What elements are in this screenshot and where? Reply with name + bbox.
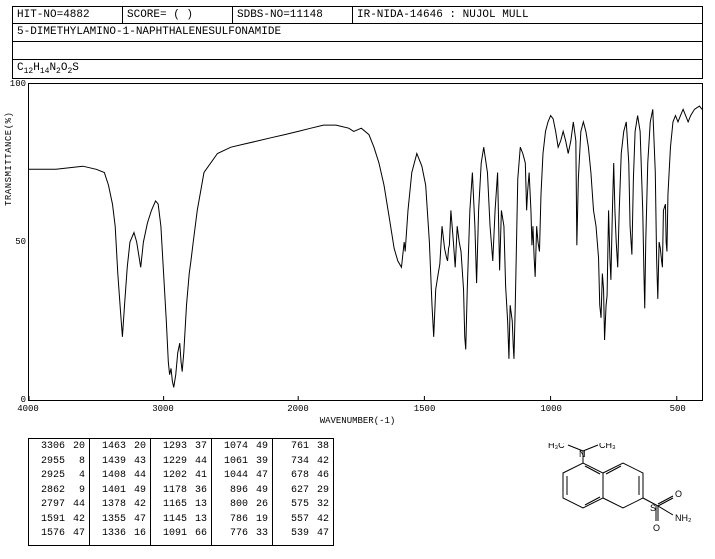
- label-o1: O: [653, 523, 660, 533]
- peak-column: 1293371229441202411178361165131145131091…: [151, 439, 212, 545]
- bottom-panel: 3306202955829254286292797441591421576471…: [28, 438, 703, 546]
- peak-column: 330620295582925428629279744159142157647: [29, 439, 90, 545]
- x-tick: 1000: [540, 404, 562, 414]
- peak-row: 106139: [212, 454, 272, 469]
- molecular-formula: C12H14N2O2S: [12, 60, 703, 79]
- peak-row: 29558: [29, 454, 89, 469]
- peak-table: 3306202955829254286292797441591421576471…: [28, 438, 334, 546]
- peak-row: 114513: [151, 512, 211, 527]
- peak-row: 77633: [212, 526, 272, 541]
- y-axis-ticks: 050100: [10, 84, 28, 402]
- x-tick: 500: [670, 404, 686, 414]
- peak-row: 122944: [151, 454, 211, 469]
- label-n: N: [579, 449, 586, 459]
- x-tick: 3000: [152, 404, 174, 414]
- peak-row: 137842: [90, 497, 150, 512]
- peak-row: 109166: [151, 526, 211, 541]
- label-h3c: H₃C: [548, 443, 565, 450]
- spectrum-line: [29, 84, 702, 400]
- header-block: HIT-NO=4882 SCORE= ( ) SDBS-NO=11148 IR-…: [12, 6, 703, 79]
- peak-row: 107449: [212, 439, 272, 454]
- structure-svg: H₃C CH₃ N S O O NH₂: [493, 443, 693, 543]
- peak-row: 76138: [273, 439, 333, 454]
- peak-row: 53947: [273, 526, 333, 541]
- peak-row: 89649: [212, 483, 272, 498]
- compound-name: 5-DIMETHYLAMINO-1-NAPHTHALENESULFONAMIDE: [12, 24, 703, 42]
- peak-row: 78619: [212, 512, 272, 527]
- peak-row: 28629: [29, 483, 89, 498]
- label-nh2: NH₂: [675, 513, 692, 523]
- x-tick: 4000: [17, 404, 39, 414]
- blank-row: [12, 42, 703, 60]
- peak-row: 133616: [90, 526, 150, 541]
- peak-column: 10744910613910444789649800267861977633: [212, 439, 273, 545]
- label-o2: O: [675, 489, 682, 499]
- molecular-structure: H₃C CH₃ N S O O NH₂: [334, 438, 703, 546]
- label-s: S: [650, 503, 656, 513]
- x-tick: 2000: [287, 404, 309, 414]
- peak-row: 146320: [90, 439, 150, 454]
- peak-row: 135547: [90, 512, 150, 527]
- peak-row: 157647: [29, 526, 89, 541]
- peak-row: 73442: [273, 454, 333, 469]
- peak-row: 330620: [29, 439, 89, 454]
- ir-id: IR-NIDA-14646 : NUJOL MULL: [353, 7, 702, 23]
- spectrum-chart: [28, 83, 703, 401]
- score: SCORE= ( ): [123, 7, 233, 23]
- peak-row: 120241: [151, 468, 211, 483]
- y-tick: 50: [8, 237, 26, 247]
- peak-column: 76138734426784662729575325574253947: [273, 439, 333, 545]
- peak-row: 140844: [90, 468, 150, 483]
- hit-no: HIT-NO=4882: [13, 7, 123, 23]
- x-axis-label: WAVENUMBER(-1): [320, 416, 396, 426]
- x-tick: 1500: [414, 404, 436, 414]
- peak-row: 279744: [29, 497, 89, 512]
- label-ch3: CH₃: [599, 443, 616, 450]
- peak-row: 80026: [212, 497, 272, 512]
- peak-row: 67846: [273, 468, 333, 483]
- peak-row: 29254: [29, 468, 89, 483]
- peak-row: 55742: [273, 512, 333, 527]
- peak-row: 143943: [90, 454, 150, 469]
- peak-row: 116513: [151, 497, 211, 512]
- peak-row: 57532: [273, 497, 333, 512]
- peak-row: 129337: [151, 439, 211, 454]
- peak-column: 1463201439431408441401491378421355471336…: [90, 439, 151, 545]
- sdbs-no: SDBS-NO=11148: [233, 7, 353, 23]
- y-tick: 100: [8, 79, 26, 89]
- peak-row: 117836: [151, 483, 211, 498]
- peak-row: 62729: [273, 483, 333, 498]
- peak-row: 140149: [90, 483, 150, 498]
- peak-row: 104447: [212, 468, 272, 483]
- peak-row: 159142: [29, 512, 89, 527]
- header-row: HIT-NO=4882 SCORE= ( ) SDBS-NO=11148 IR-…: [12, 6, 703, 24]
